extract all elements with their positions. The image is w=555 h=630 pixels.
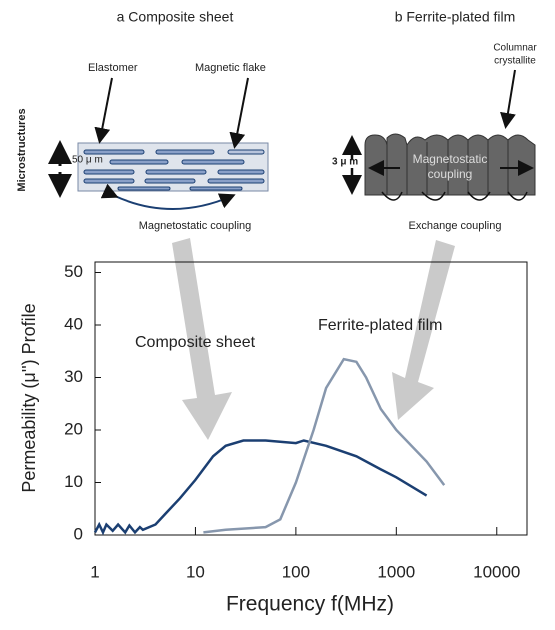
diagram-a-title: a Composite sheet	[117, 9, 234, 25]
plot-frame	[94, 261, 528, 536]
elastomer-label: Elastomer	[88, 62, 138, 74]
x-tick-label: 100	[282, 562, 310, 581]
coupling-a: Magnetostatic coupling	[139, 220, 252, 232]
x-axis-label: Frequency f(MHz)	[226, 593, 394, 616]
coupling-b: Exchange coupling	[409, 220, 502, 232]
series-label: Composite sheet	[135, 334, 256, 351]
pointer-arrow	[172, 238, 232, 440]
y-tick-label: 30	[64, 367, 83, 386]
y-tick-label: 50	[64, 262, 83, 281]
pointer-arrow	[392, 240, 455, 420]
columnar-label: crystallite	[494, 56, 536, 67]
thickness-a: 50 μ m	[72, 155, 103, 166]
y-tick-label: 20	[64, 419, 83, 438]
columnar-label: Columnar	[493, 43, 537, 54]
x-tick-label: 1	[90, 562, 99, 581]
y-tick-label: 10	[64, 472, 83, 491]
x-tick-label: 10	[186, 562, 205, 581]
series-line	[93, 439, 428, 536]
y-axis-label: Permeability (μ'') Profile	[19, 303, 39, 492]
flake-label: Magnetic flake	[195, 62, 266, 74]
side-label: Microstructures	[16, 108, 28, 191]
x-tick-label: 10000	[473, 562, 520, 581]
inner-label: Magnetostatic	[413, 152, 488, 166]
series-label: Ferrite-plated film	[318, 317, 442, 334]
x-tick-label: 1000	[377, 562, 415, 581]
y-tick-label: 0	[74, 524, 83, 543]
inner-label: coupling	[428, 167, 473, 181]
diagram-b-title: b Ferrite-plated film	[395, 9, 516, 25]
y-tick-label: 40	[64, 314, 83, 333]
thickness-b: 3 μ m	[332, 157, 358, 168]
series-line	[203, 357, 446, 534]
